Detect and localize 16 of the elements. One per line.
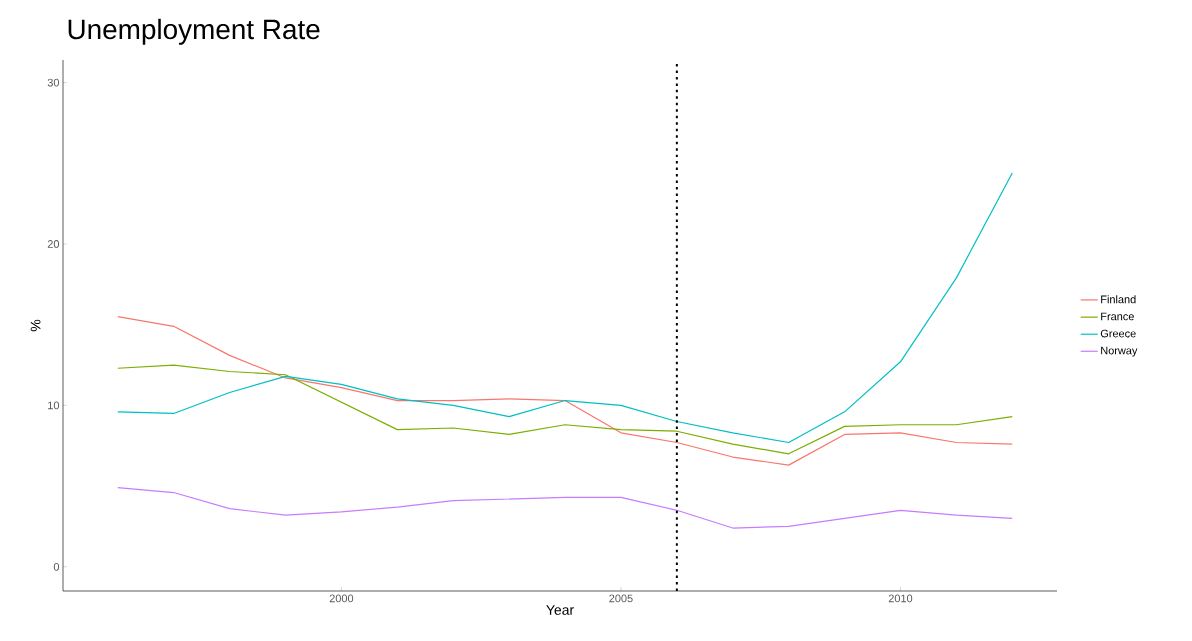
y-tick-label: 0 <box>53 562 60 571</box>
line-series <box>117 316 1013 466</box>
legend-label: Norway <box>1101 346 1138 357</box>
y-axis-title: % <box>30 319 41 332</box>
x-tick-label: 2000 <box>329 594 354 603</box>
y-tick-label: 20 <box>47 240 60 248</box>
y-tick-label: 10 <box>48 401 60 410</box>
y-tick-label: 30 <box>47 78 60 87</box>
chart-title: Unemployment Rate <box>68 18 320 45</box>
x-tick-label: 2005 <box>609 594 633 603</box>
line-series <box>117 172 1013 444</box>
x-axis-title: Year <box>546 605 574 615</box>
legend-label: France <box>1101 312 1134 321</box>
legend-label: Finland <box>1101 295 1136 304</box>
x-tick-label: 2010 <box>888 594 913 603</box>
legend-label: Greece <box>1100 329 1136 338</box>
